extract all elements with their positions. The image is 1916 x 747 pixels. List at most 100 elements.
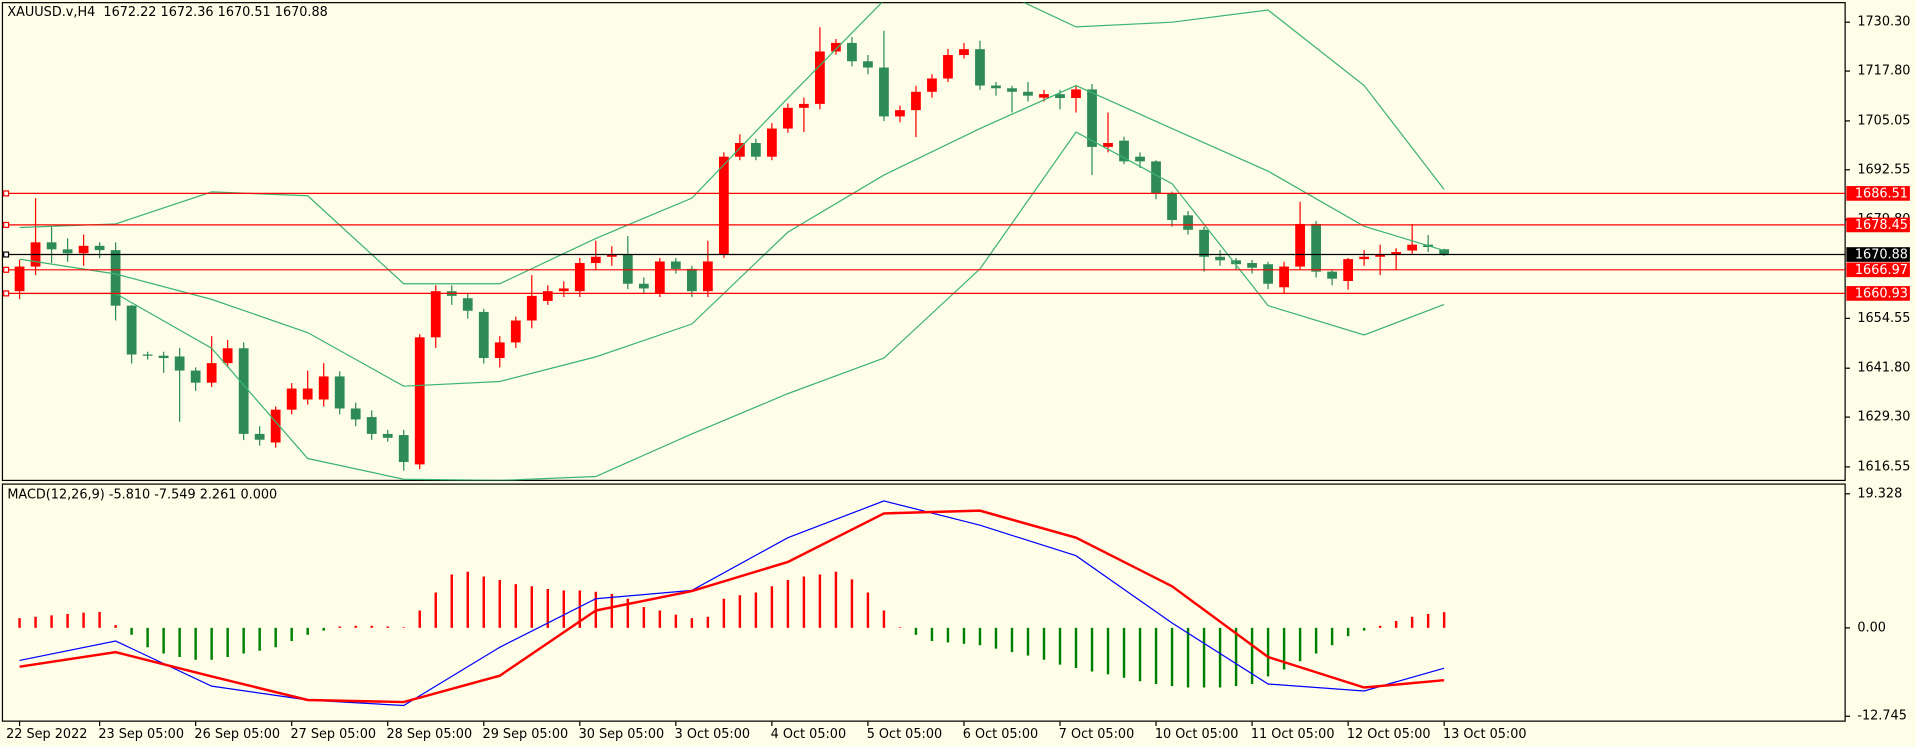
candle-body	[126, 305, 137, 355]
macd-histogram-bar	[194, 627, 197, 660]
macd-histogram-bar	[306, 627, 309, 635]
macd-histogram-bar	[130, 627, 133, 635]
candle-body	[270, 409, 281, 443]
macd-histogram-bar	[978, 627, 982, 646]
macd-histogram-bar	[738, 595, 742, 628]
candle-body	[911, 91, 921, 111]
level-label-box	[1846, 186, 1910, 201]
y-tick-label: 1717.80	[1857, 64, 1910, 79]
level-label: 1660.93	[1855, 287, 1908, 302]
macd-histogram-bar	[1330, 627, 1334, 646]
x-tick-label: 11 Oct 05:00	[1251, 727, 1335, 742]
candle-body	[414, 337, 425, 465]
macd-histogram-bar	[450, 574, 453, 628]
macd-histogram-bar	[1378, 625, 1382, 628]
candle-body	[622, 254, 633, 284]
candle-body	[190, 370, 201, 383]
macd-histogram-bar	[50, 615, 53, 628]
bollinger-band	[19, 131, 1445, 481]
macd-histogram-bar	[258, 627, 261, 651]
macd-histogram-bar	[226, 627, 229, 657]
candle-body	[1151, 161, 1161, 194]
macd-histogram-bar	[898, 627, 902, 628]
macd-histogram-bar	[178, 627, 181, 657]
macd-histogram-bar	[994, 627, 998, 649]
candle-body	[142, 354, 153, 356]
macd-histogram-bar	[658, 610, 662, 628]
macd-histogram-bar	[642, 607, 646, 628]
x-tick-label: 23 Sep 05:00	[98, 727, 184, 742]
macd-histogram-bar	[482, 576, 485, 628]
level-label: 1670.88	[1855, 248, 1908, 263]
y-tick-label: 1730.30	[1857, 15, 1910, 30]
candle-body	[14, 266, 25, 292]
macd-histogram-bar	[562, 590, 566, 628]
macd-histogram-bar	[818, 574, 822, 628]
macd-histogram-bar	[578, 590, 582, 628]
macd-histogram-bar	[1346, 627, 1350, 637]
candle-body	[1215, 256, 1225, 261]
candle-body	[366, 417, 377, 434]
candle-body	[494, 342, 505, 359]
macd-histogram-bar	[722, 598, 726, 628]
price-title: XAUUSD.v,H4 1672.22 1672.36 1670.51 1670…	[7, 5, 328, 20]
macd-histogram-bar	[1074, 627, 1078, 669]
macd-histogram-bar	[1170, 627, 1174, 687]
candle-body	[254, 433, 265, 440]
macd-histogram-bar	[1426, 613, 1430, 628]
macd-histogram-bar	[1282, 627, 1286, 670]
level-label-box	[1846, 262, 1910, 278]
macd-histogram-bar	[1266, 627, 1270, 677]
x-tick-label: 28 Sep 05:00	[387, 727, 473, 742]
macd-histogram-bar	[690, 618, 694, 628]
candle-body	[1087, 89, 1097, 147]
candle-body	[959, 49, 969, 56]
macd-histogram-bar	[1362, 627, 1366, 631]
candle-body	[975, 49, 985, 86]
candle-body	[750, 143, 761, 157]
candle-body	[686, 268, 697, 292]
macd-histogram-bar	[1442, 612, 1446, 628]
candle-body	[847, 42, 857, 62]
macd-histogram-bar	[1218, 627, 1222, 688]
y-tick-label: 1654.55	[1857, 311, 1910, 326]
macd-histogram-bar	[770, 586, 774, 628]
candle-body	[1167, 193, 1177, 221]
candle-body	[1295, 223, 1305, 267]
x-tick-label: 26 Sep 05:00	[194, 727, 280, 742]
macd-histogram-bar	[706, 616, 710, 628]
candle-body	[1199, 229, 1209, 257]
candle-body	[1103, 143, 1113, 147]
level-marker	[3, 251, 10, 258]
macd-title: MACD(12,26,9) -5.810 -7.549 2.261 0.000	[7, 488, 277, 503]
candle-body	[991, 85, 1001, 89]
macd-histogram-bar	[802, 576, 806, 628]
level-label: 1678.45	[1855, 218, 1908, 233]
candle-body	[702, 261, 713, 292]
candle-body	[558, 288, 569, 292]
candle-body	[1263, 264, 1273, 284]
x-tick-label: 7 Oct 05:00	[1059, 727, 1134, 742]
macd-histogram-bar	[370, 625, 373, 628]
candle-body	[1327, 271, 1338, 279]
candle-body	[94, 245, 105, 251]
candle-body	[334, 376, 345, 409]
macd-histogram-bar	[1394, 620, 1398, 628]
plot-area	[18, 500, 1446, 707]
y-tick-label: -12.745	[1857, 709, 1907, 724]
candle-body	[398, 435, 409, 463]
macd-histogram-bar	[274, 627, 277, 648]
candle-body	[1247, 263, 1257, 268]
candle-body	[863, 61, 873, 68]
macd-histogram-bar	[754, 592, 758, 628]
candle-body	[478, 311, 489, 359]
level-marker	[3, 190, 10, 197]
macd-histogram-bar	[418, 610, 421, 628]
macd-histogram-bar	[34, 616, 37, 628]
macd-histogram-bar	[882, 610, 886, 628]
macd-histogram-bar	[1410, 616, 1414, 628]
macd-histogram-bar	[354, 625, 357, 628]
candle-body	[350, 408, 361, 420]
candle-body	[1407, 244, 1418, 251]
candle-body	[430, 291, 441, 338]
